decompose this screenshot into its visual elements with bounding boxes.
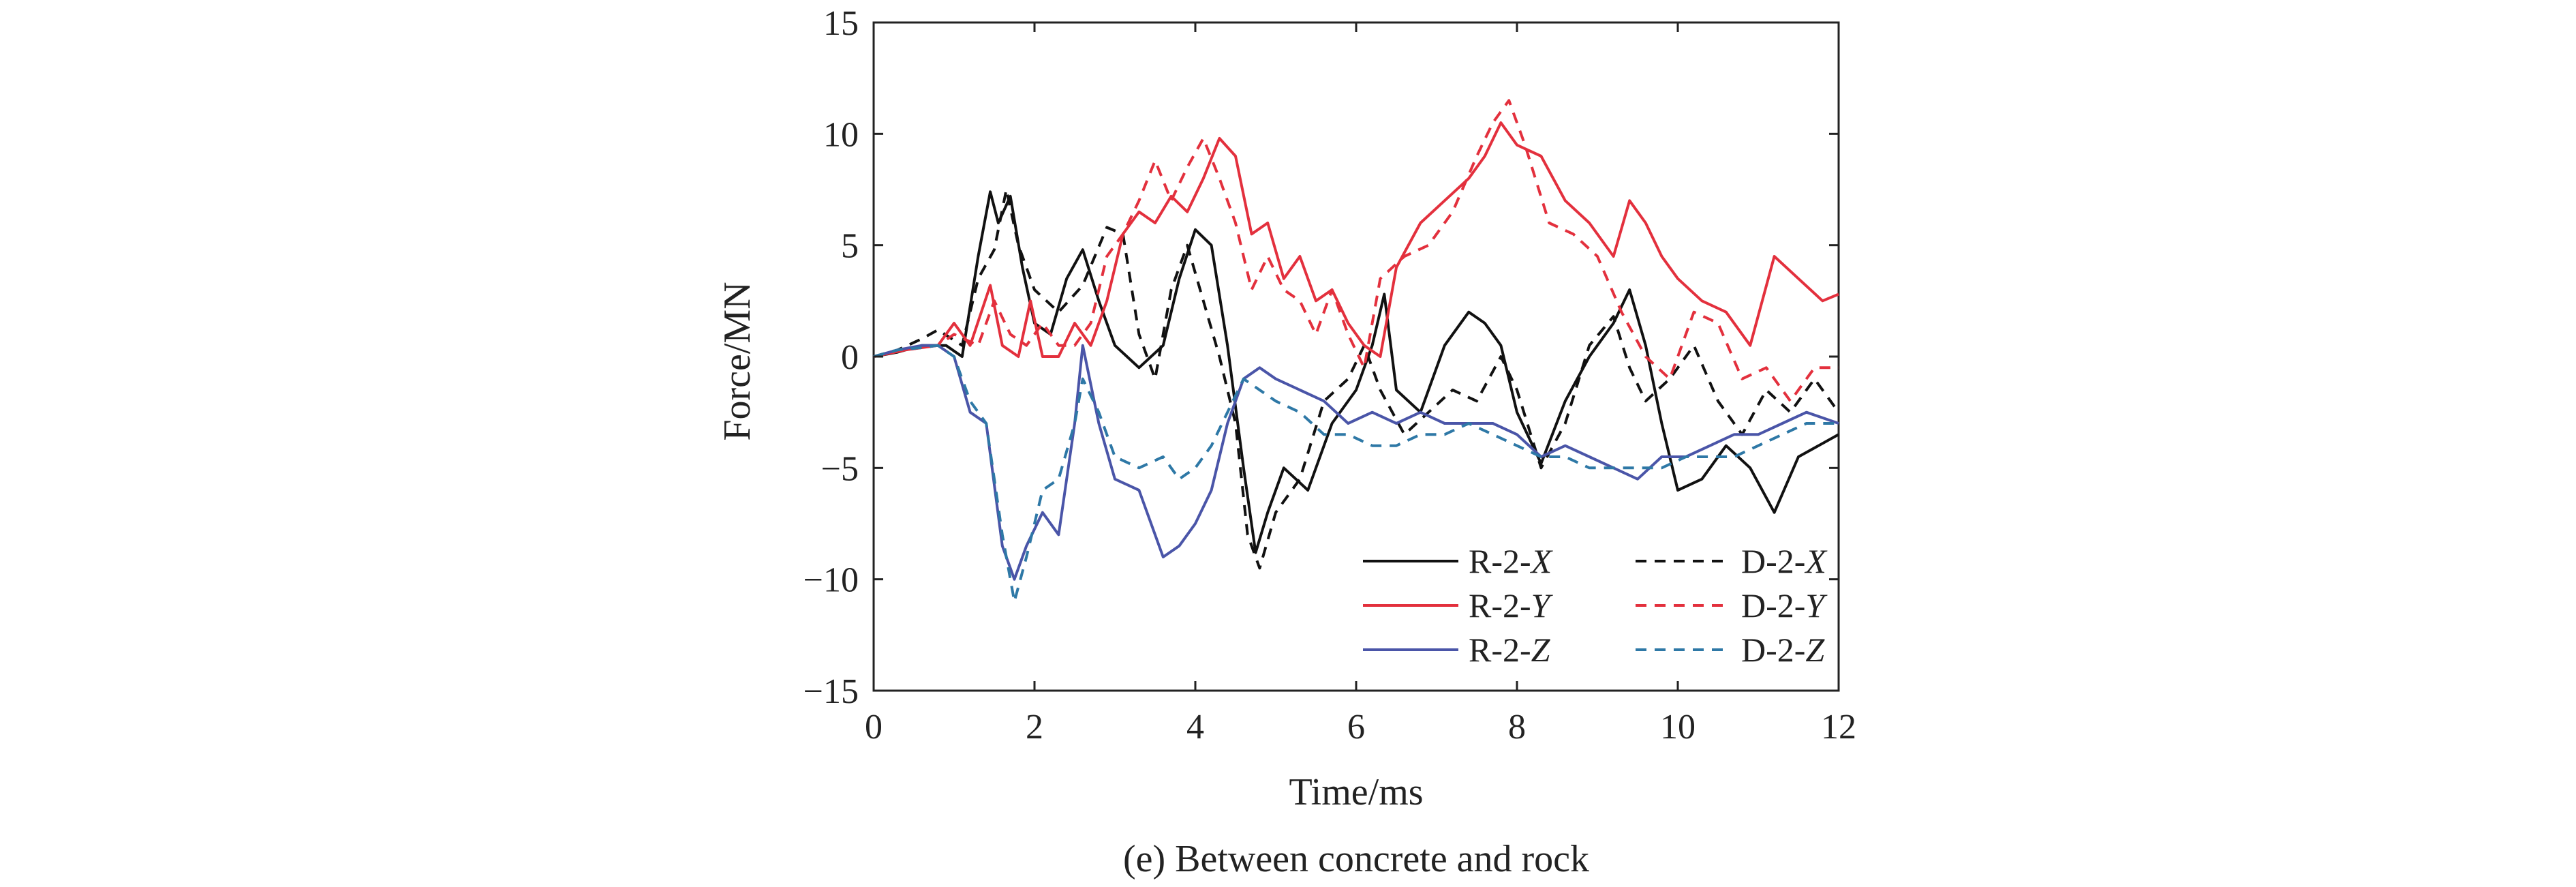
x-tick-label: 4 bbox=[1186, 708, 1204, 747]
legend-label-prefix: R-2- bbox=[1469, 631, 1531, 669]
legend-label-axis: X bbox=[1804, 542, 1828, 580]
x-axis-title: Time/ms bbox=[1289, 771, 1423, 813]
series-line-d-2-z bbox=[873, 344, 1839, 603]
y-tick-label: −10 bbox=[803, 561, 859, 600]
ticks-layer: 0 2 4 6 8 10 12 −15 −10 −5 0 5 10 15 bbox=[803, 4, 1856, 747]
series-line-r-2-x bbox=[873, 190, 1839, 554]
x-tick-label: 6 bbox=[1347, 708, 1365, 747]
series-line-d-2-x bbox=[873, 188, 1840, 570]
legend-label-axis: Y bbox=[1805, 586, 1828, 625]
series-layer bbox=[873, 99, 1840, 603]
y-tick-label: 0 bbox=[841, 338, 859, 377]
legend: R-2-X D-2-XR-2-Y D-2-YR-2-Z D-2-Z bbox=[1363, 542, 1828, 669]
legend-label-axis: Y bbox=[1531, 586, 1554, 625]
legend-label-r-2-y: R-2-Y bbox=[1469, 586, 1554, 625]
x-tick-label: 12 bbox=[1821, 708, 1856, 747]
x-tick-label: 2 bbox=[1026, 708, 1043, 747]
figure-caption: (e) Between concrete and rock bbox=[1123, 838, 1589, 880]
legend-label-r-2-z: R-2-Z bbox=[1469, 631, 1551, 669]
x-tick-label: 10 bbox=[1660, 708, 1696, 747]
legend-label-prefix: R-2- bbox=[1469, 542, 1531, 580]
y-axis-title: Force/MN bbox=[716, 282, 758, 440]
y-tick-label: −5 bbox=[821, 449, 859, 488]
x-tick-label: 8 bbox=[1508, 708, 1526, 747]
legend-label-prefix: R-2- bbox=[1469, 586, 1531, 625]
legend-label-d-2-y: D-2-Y bbox=[1741, 586, 1828, 625]
legend-label-axis: X bbox=[1530, 542, 1554, 580]
y-tick-label: 15 bbox=[823, 4, 859, 43]
legend-label-prefix: D-2- bbox=[1741, 631, 1805, 669]
x-tick-label: 0 bbox=[865, 708, 883, 747]
y-tick-label: 10 bbox=[823, 115, 859, 154]
legend-label-d-2-z: D-2-Z bbox=[1741, 631, 1825, 669]
legend-label-r-2-x: R-2-X bbox=[1469, 542, 1554, 580]
legend-label-axis: Z bbox=[1805, 631, 1825, 669]
legend-label-axis: Z bbox=[1531, 631, 1551, 669]
series-line-r-2-y bbox=[873, 121, 1839, 358]
legend-label-prefix: D-2- bbox=[1741, 542, 1805, 580]
legend-label-d-2-x: D-2-X bbox=[1741, 542, 1828, 580]
series-line-r-2-z bbox=[873, 344, 1839, 581]
legend-label-prefix: D-2- bbox=[1741, 586, 1805, 625]
y-tick-label: 5 bbox=[841, 227, 859, 266]
y-tick-label: −15 bbox=[803, 672, 859, 711]
